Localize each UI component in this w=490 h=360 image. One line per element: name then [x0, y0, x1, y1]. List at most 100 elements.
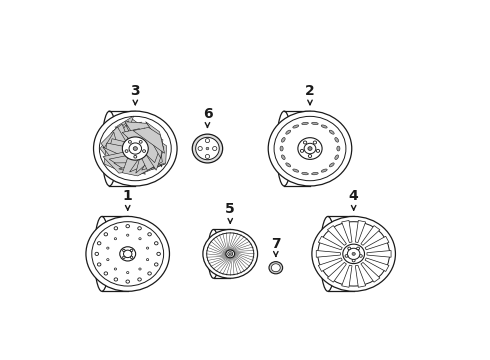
Ellipse shape	[226, 250, 235, 258]
Polygon shape	[342, 265, 352, 287]
Ellipse shape	[123, 250, 132, 258]
Ellipse shape	[348, 247, 351, 250]
Ellipse shape	[302, 172, 308, 175]
Ellipse shape	[98, 263, 101, 266]
Ellipse shape	[293, 125, 299, 128]
Ellipse shape	[316, 149, 319, 152]
Polygon shape	[115, 127, 160, 143]
Polygon shape	[342, 220, 352, 243]
Ellipse shape	[321, 125, 327, 128]
Ellipse shape	[139, 238, 141, 240]
Text: 1: 1	[123, 189, 133, 210]
Ellipse shape	[122, 137, 148, 160]
Ellipse shape	[293, 169, 299, 172]
Ellipse shape	[335, 155, 339, 159]
Ellipse shape	[107, 247, 109, 249]
Ellipse shape	[130, 249, 133, 252]
Polygon shape	[100, 116, 134, 167]
Text: 2: 2	[305, 84, 315, 105]
Ellipse shape	[102, 111, 117, 186]
Polygon shape	[106, 121, 129, 163]
Text: 3: 3	[130, 84, 140, 105]
Ellipse shape	[359, 255, 362, 257]
Polygon shape	[355, 220, 366, 243]
Ellipse shape	[129, 143, 142, 154]
Ellipse shape	[94, 111, 177, 186]
Ellipse shape	[343, 244, 365, 264]
Polygon shape	[125, 122, 164, 170]
Polygon shape	[119, 158, 166, 174]
Ellipse shape	[312, 172, 318, 175]
Ellipse shape	[130, 256, 133, 258]
Polygon shape	[365, 258, 389, 271]
Ellipse shape	[312, 122, 318, 125]
Ellipse shape	[329, 163, 334, 167]
Ellipse shape	[276, 111, 292, 186]
Ellipse shape	[308, 147, 312, 150]
Ellipse shape	[122, 249, 125, 252]
Ellipse shape	[107, 258, 109, 261]
Ellipse shape	[143, 150, 146, 152]
Ellipse shape	[281, 155, 285, 159]
Ellipse shape	[228, 252, 233, 256]
Ellipse shape	[286, 163, 291, 167]
Ellipse shape	[302, 122, 308, 125]
Ellipse shape	[104, 272, 108, 275]
Ellipse shape	[347, 248, 360, 260]
Text: 6: 6	[203, 107, 212, 127]
Ellipse shape	[357, 247, 360, 250]
Ellipse shape	[114, 278, 118, 281]
Ellipse shape	[352, 252, 355, 255]
Polygon shape	[111, 125, 156, 134]
Ellipse shape	[269, 262, 283, 274]
Ellipse shape	[268, 111, 352, 186]
Ellipse shape	[104, 233, 108, 236]
Ellipse shape	[126, 280, 129, 283]
Text: 5: 5	[225, 202, 235, 223]
Ellipse shape	[154, 242, 158, 245]
Ellipse shape	[148, 233, 151, 236]
Ellipse shape	[298, 138, 322, 159]
Polygon shape	[110, 124, 151, 140]
Ellipse shape	[114, 227, 118, 230]
Polygon shape	[101, 127, 146, 174]
Ellipse shape	[300, 149, 304, 152]
Polygon shape	[109, 148, 162, 168]
Ellipse shape	[271, 264, 280, 272]
Polygon shape	[367, 251, 391, 257]
Ellipse shape	[203, 229, 258, 278]
Ellipse shape	[345, 255, 348, 257]
Polygon shape	[136, 133, 155, 173]
Ellipse shape	[120, 247, 136, 261]
Ellipse shape	[208, 229, 219, 278]
Ellipse shape	[148, 272, 151, 275]
Polygon shape	[318, 236, 342, 250]
Polygon shape	[107, 124, 146, 146]
Polygon shape	[316, 251, 341, 257]
Polygon shape	[133, 127, 165, 153]
Ellipse shape	[95, 252, 98, 256]
Ellipse shape	[154, 263, 158, 266]
Ellipse shape	[308, 154, 312, 158]
Ellipse shape	[321, 169, 327, 172]
Ellipse shape	[205, 139, 210, 143]
Ellipse shape	[86, 216, 170, 291]
Ellipse shape	[303, 141, 307, 144]
Polygon shape	[112, 122, 142, 164]
Ellipse shape	[138, 227, 141, 230]
Polygon shape	[318, 258, 342, 271]
Ellipse shape	[126, 225, 129, 228]
Ellipse shape	[281, 138, 285, 142]
Ellipse shape	[157, 252, 160, 256]
Polygon shape	[327, 262, 346, 282]
Ellipse shape	[213, 147, 217, 150]
Polygon shape	[126, 125, 162, 170]
Ellipse shape	[126, 234, 129, 236]
Ellipse shape	[320, 216, 336, 291]
Ellipse shape	[114, 268, 117, 270]
Polygon shape	[114, 162, 158, 174]
Polygon shape	[142, 141, 167, 170]
Polygon shape	[104, 132, 123, 168]
Ellipse shape	[229, 253, 231, 255]
Ellipse shape	[313, 141, 317, 144]
